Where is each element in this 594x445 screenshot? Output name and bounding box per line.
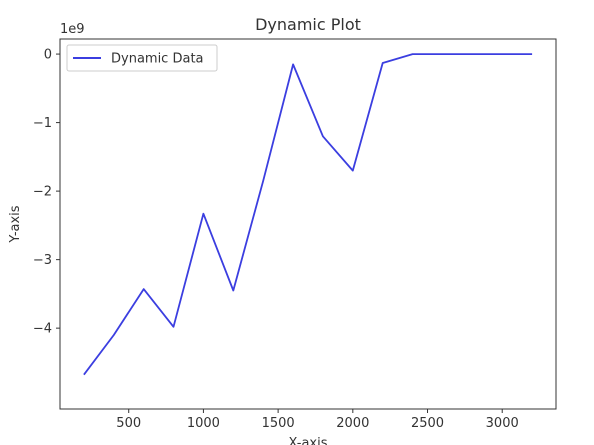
x-axis-label: X-axis [289, 436, 328, 445]
y-tick-label: 0 [44, 48, 52, 63]
series-line [83, 53, 533, 376]
y-tick-label: −2 [33, 185, 52, 200]
x-axis-ticks: 500 1000 1500 2000 2500 3000 [116, 409, 519, 431]
legend-label: Dynamic Data [111, 52, 204, 67]
legend: Dynamic Data [66, 44, 218, 72]
y-tick-label: −4 [33, 322, 52, 337]
x-tick-label: 2500 [411, 416, 444, 431]
y-tick-label: −1 [33, 116, 52, 131]
y-axis-ticks: 0 −1 −2 −3 −4 [33, 48, 60, 337]
y-tick-label: −3 [33, 253, 52, 268]
plot-area [59, 38, 557, 410]
series-layer [83, 53, 533, 376]
x-tick-label: 1500 [262, 416, 295, 431]
legend-box [66, 44, 218, 72]
y-axis-scale-note: 1e9 [60, 22, 85, 37]
x-tick-label: 500 [116, 416, 141, 431]
chart-title: Dynamic Plot [255, 15, 361, 34]
x-tick-label: 1000 [187, 416, 220, 431]
x-tick-label: 2000 [336, 416, 369, 431]
y-axis-label: Y-axis [8, 205, 23, 243]
x-tick-label: 3000 [486, 416, 519, 431]
plot-frame [59, 38, 557, 410]
